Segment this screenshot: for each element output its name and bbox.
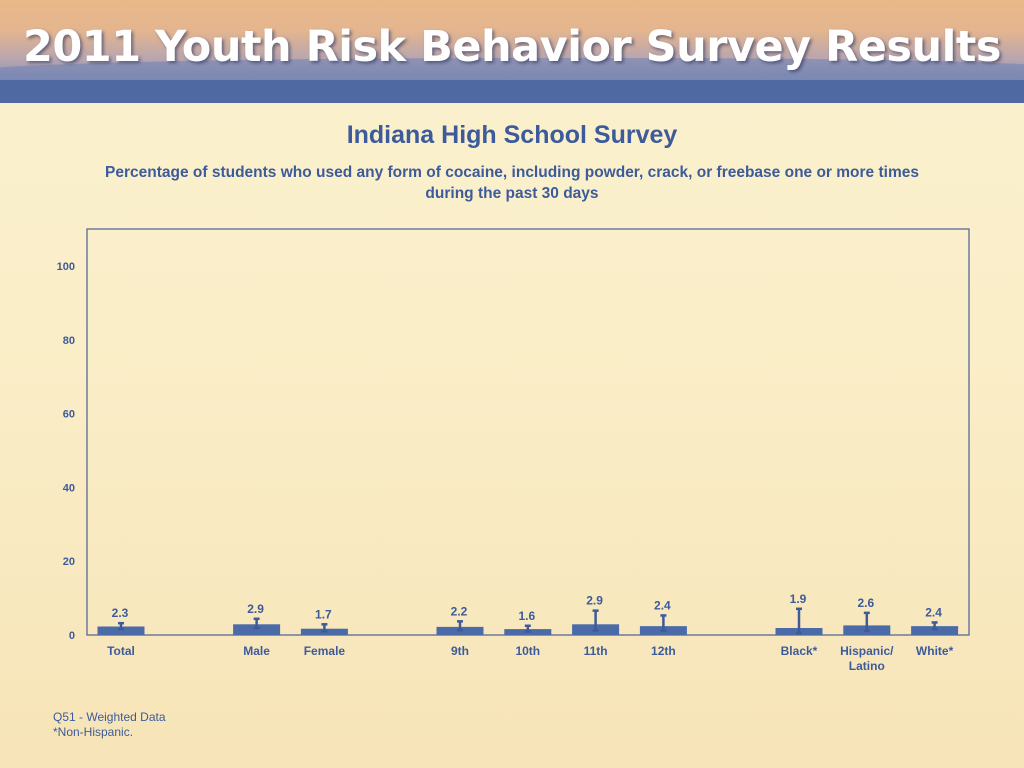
y-tick-label: 80 [63, 335, 75, 347]
plot-frame [86, 228, 970, 636]
y-tick-label: 0 [69, 630, 75, 642]
chart-subtitle: Indiana High School Survey [346, 121, 678, 149]
y-tick-label: 100 [57, 261, 75, 273]
x-tick-label: 11th [584, 644, 608, 658]
x-tick-label: 9th [451, 644, 469, 658]
x-tick-label: Black* [781, 644, 818, 658]
x-tick-label: Female [304, 644, 346, 658]
x-tick-label: 12th [651, 644, 676, 658]
x-tick-label: Male [243, 644, 270, 658]
bar [233, 624, 281, 635]
y-tick-label: 40 [63, 482, 75, 494]
data-label: 2.4 [925, 605, 942, 619]
data-label: 1.7 [315, 607, 332, 621]
data-label: 2.2 [451, 604, 468, 618]
data-label: 2.6 [857, 596, 874, 610]
data-label: 2.4 [654, 598, 671, 612]
chart-caption: Percentage of students who used any form… [105, 164, 919, 202]
banner-wave-base [0, 80, 1024, 103]
x-tick-label: Latino [849, 659, 885, 673]
footnote-non-hispanic: *Non-Hispanic. [53, 725, 134, 739]
y-tick-label: 60 [63, 409, 75, 421]
footnote-data-source: Q51 - Weighted Data [53, 710, 166, 724]
data-label: 2.9 [586, 594, 603, 608]
x-tick-label: Hispanic/ [840, 644, 894, 658]
data-label: 1.6 [518, 609, 535, 623]
bar [97, 626, 145, 635]
x-tick-label: 10th [515, 644, 540, 658]
x-tick-label: White* [916, 644, 954, 658]
header-banner: 2011 Youth Risk Behavior Survey Results [0, 0, 1024, 103]
data-label: 2.9 [247, 602, 264, 616]
data-label: 1.9 [790, 592, 807, 606]
x-tick-label: Total [107, 644, 135, 658]
data-label: 2.3 [112, 606, 129, 620]
y-tick-label: 20 [63, 556, 75, 568]
banner-title: 2011 Youth Risk Behavior Survey Results [22, 22, 1002, 72]
bar [911, 626, 959, 635]
